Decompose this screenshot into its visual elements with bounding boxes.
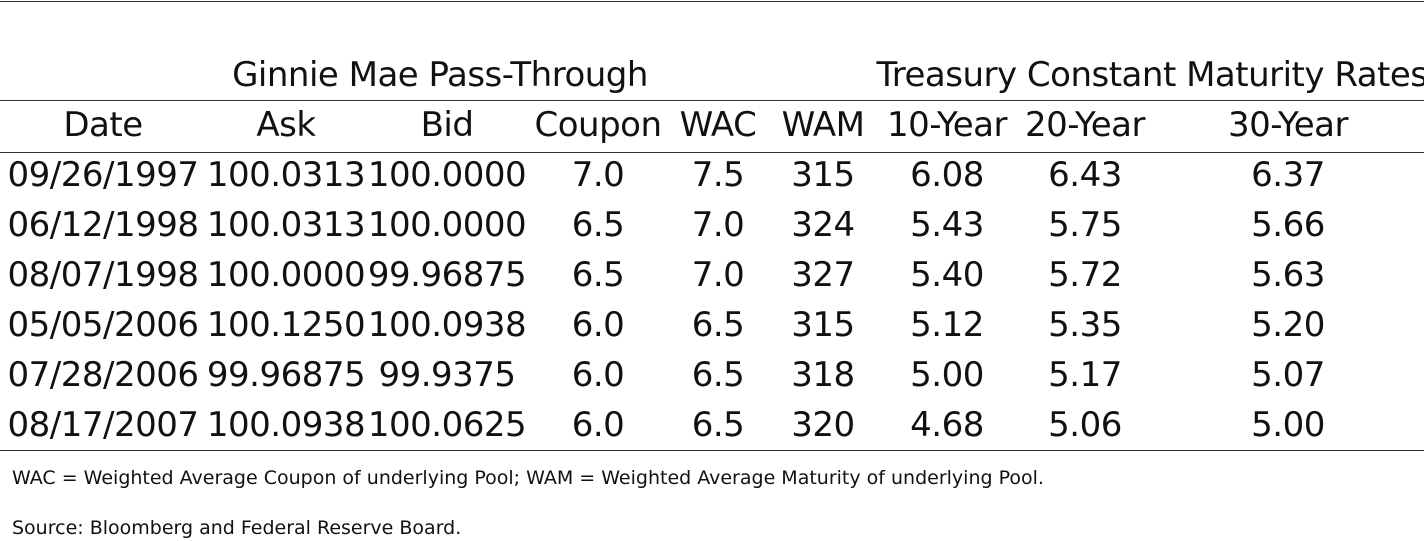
cell-10-year: 5.40 xyxy=(910,255,984,295)
header-rule xyxy=(0,152,1424,153)
cell-ask: 100.1250 xyxy=(206,305,366,345)
cell-20-year: 5.06 xyxy=(1048,405,1122,445)
column-header-bid: Bid xyxy=(420,105,474,145)
group-rule xyxy=(0,100,1424,101)
cell-30-year: 5.63 xyxy=(1251,255,1325,295)
cell-bid: 100.0938 xyxy=(367,305,527,345)
cell-coupon: 6.0 xyxy=(571,355,625,395)
cell-ask: 99.96875 xyxy=(206,355,366,395)
cell-bid: 100.0000 xyxy=(367,155,527,195)
cell-bid: 99.9375 xyxy=(378,355,516,395)
cell-20-year: 6.43 xyxy=(1048,155,1122,195)
cell-20-year: 5.35 xyxy=(1048,305,1122,345)
cell-20-year: 5.72 xyxy=(1048,255,1122,295)
cell-ask: 100.0938 xyxy=(206,405,366,445)
cell-wac: 6.5 xyxy=(691,405,745,445)
cell-wac: 7.0 xyxy=(691,255,745,295)
cell-coupon: 6.0 xyxy=(571,405,625,445)
cell-bid: 99.96875 xyxy=(367,255,527,295)
definitions-note: WAC = Weighted Average Coupon of underly… xyxy=(12,467,1044,489)
cell-date: 06/12/1998 xyxy=(7,205,199,245)
cell-10-year: 5.43 xyxy=(910,205,984,245)
group-header-treasury: Treasury Constant Maturity Rates xyxy=(876,55,1424,95)
cell-date: 08/17/2007 xyxy=(7,405,199,445)
cell-wac: 6.5 xyxy=(691,305,745,345)
source-note: Source: Bloomberg and Federal Reserve Bo… xyxy=(12,517,462,539)
cell-wac: 7.0 xyxy=(691,205,745,245)
cell-ask: 100.0313 xyxy=(206,205,366,245)
cell-coupon: 7.0 xyxy=(571,155,625,195)
cell-30-year: 6.37 xyxy=(1251,155,1325,195)
column-header-coupon: Coupon xyxy=(534,105,662,145)
cell-date: 08/07/1998 xyxy=(7,255,199,295)
cell-wac: 7.5 xyxy=(691,155,745,195)
cell-20-year: 5.17 xyxy=(1048,355,1122,395)
group-header-gnma: Ginnie Mae Pass-Through xyxy=(232,55,648,95)
cell-10-year: 4.68 xyxy=(910,405,984,445)
cell-coupon: 6.0 xyxy=(571,305,625,345)
cell-bid: 100.0000 xyxy=(367,205,527,245)
cell-wam: 320 xyxy=(791,405,855,445)
cell-10-year: 5.12 xyxy=(910,305,984,345)
cell-date: 07/28/2006 xyxy=(7,355,199,395)
column-header-wam: WAM xyxy=(781,105,865,145)
cell-wam: 318 xyxy=(791,355,855,395)
cell-date: 05/05/2006 xyxy=(7,305,199,345)
cell-wam: 324 xyxy=(791,205,855,245)
column-header-20-year: 20-Year xyxy=(1025,105,1145,145)
cell-30-year: 5.20 xyxy=(1251,305,1325,345)
bottom-rule xyxy=(0,450,1424,451)
cell-wac: 6.5 xyxy=(691,355,745,395)
column-header-wac: WAC xyxy=(679,105,757,145)
cell-wam: 327 xyxy=(791,255,855,295)
column-header-date: Date xyxy=(63,105,143,145)
column-header-30-year: 30-Year xyxy=(1228,105,1348,145)
cell-coupon: 6.5 xyxy=(571,205,625,245)
cell-30-year: 5.00 xyxy=(1251,405,1325,445)
cell-bid: 100.0625 xyxy=(367,405,527,445)
cell-ask: 100.0313 xyxy=(206,155,366,195)
column-header-10-year: 10-Year xyxy=(887,105,1007,145)
cell-10-year: 6.08 xyxy=(910,155,984,195)
cell-30-year: 5.07 xyxy=(1251,355,1325,395)
cell-date: 09/26/1997 xyxy=(7,155,199,195)
cell-wam: 315 xyxy=(791,305,855,345)
cell-ask: 100.0000 xyxy=(206,255,366,295)
cell-10-year: 5.00 xyxy=(910,355,984,395)
top-rule xyxy=(0,1,1424,2)
column-header-ask: Ask xyxy=(256,105,316,145)
cell-30-year: 5.66 xyxy=(1251,205,1325,245)
cell-wam: 315 xyxy=(791,155,855,195)
cell-20-year: 5.75 xyxy=(1048,205,1122,245)
cell-coupon: 6.5 xyxy=(571,255,625,295)
